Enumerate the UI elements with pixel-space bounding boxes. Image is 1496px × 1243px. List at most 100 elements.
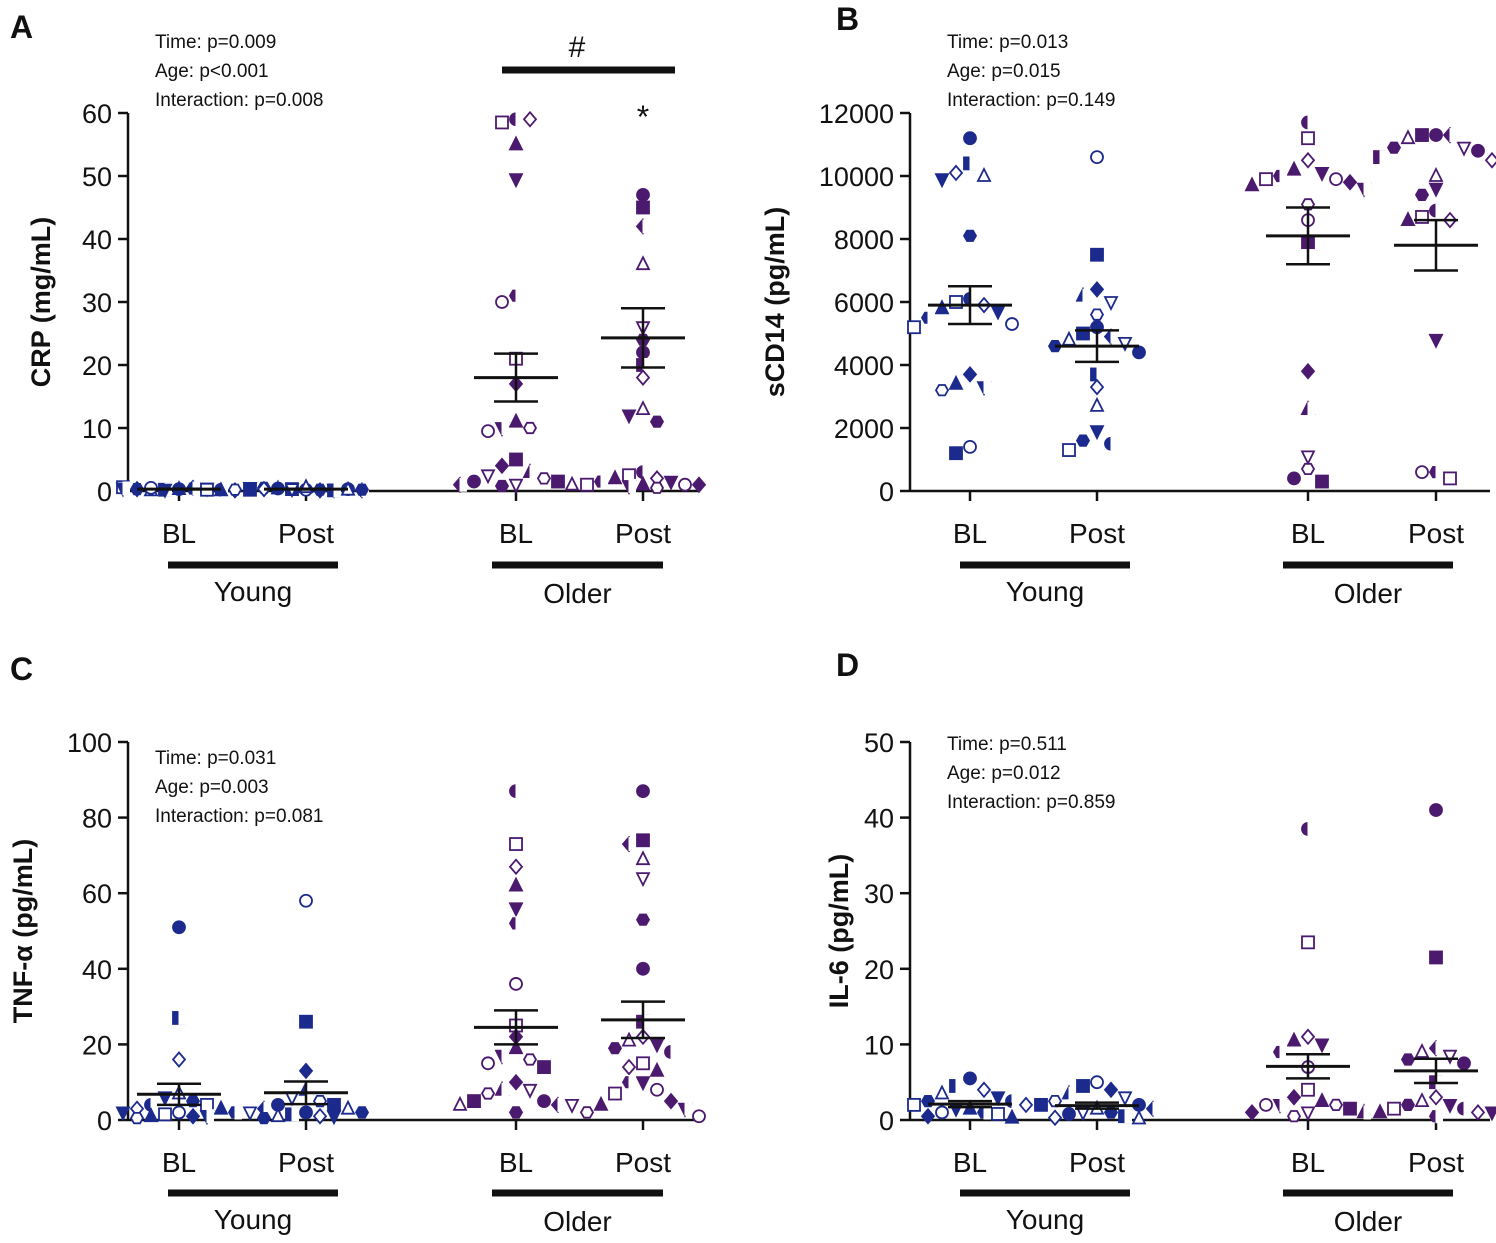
- y-tick-label: 0: [97, 477, 112, 507]
- data-point: [1132, 345, 1146, 360]
- data-point-half-mask: [1435, 1041, 1443, 1056]
- data-point-half-mask: [1307, 402, 1315, 417]
- data-point-half-mask: [628, 478, 636, 493]
- data-point: [1005, 317, 1019, 331]
- group-label-young: Young: [214, 1204, 292, 1235]
- data-point-half-mask: [642, 219, 650, 234]
- data-point: [1429, 803, 1443, 817]
- data-point: [691, 476, 707, 494]
- y-tick-label: 20: [864, 955, 894, 985]
- y-tick-label: 20: [82, 1030, 112, 1060]
- panel-a: A 0 10 20 30 40 50 60 CRP (mg/mL) Time: p=0.009 Ag…: [10, 9, 707, 609]
- data-point: [1301, 131, 1315, 146]
- data-point: [1075, 1106, 1091, 1122]
- y-axis-label: TNF-α (pg/mL): [8, 839, 38, 1024]
- data-point: [934, 299, 950, 315]
- series-older-bl: [1244, 115, 1372, 489]
- data-point: [522, 421, 538, 435]
- data-point: [1062, 443, 1076, 457]
- data-point-half-mask: [1279, 1044, 1287, 1059]
- data-point: [608, 1086, 622, 1101]
- data-point: [949, 446, 963, 461]
- data-point: [185, 1107, 201, 1125]
- data-point: [508, 876, 524, 892]
- series-older-post: [579, 784, 706, 1124]
- data-point-half-mask: [1435, 203, 1443, 218]
- data-point-half-mask: [291, 1107, 299, 1122]
- data-point: [1061, 330, 1077, 346]
- data-point: [1372, 1103, 1388, 1119]
- data-point: [1259, 172, 1273, 187]
- data-point: [270, 1107, 286, 1123]
- data-point: [1117, 336, 1133, 352]
- stats-line: Interaction: p=0.149: [947, 90, 1116, 111]
- data-point: [508, 1106, 524, 1119]
- data-point-half-mask: [206, 1109, 214, 1124]
- data-point: [298, 1062, 314, 1080]
- data-point: [636, 1056, 650, 1071]
- data-point: [1244, 176, 1260, 192]
- x-tick-label: Post: [278, 518, 334, 549]
- data-point: [1315, 474, 1329, 489]
- data-point: [1457, 1056, 1471, 1071]
- data-point: [990, 305, 1006, 321]
- data-point: [1300, 1106, 1316, 1122]
- data-point: [536, 472, 552, 485]
- data-point: [1075, 434, 1091, 447]
- data-point: [1342, 173, 1358, 191]
- data-point: [1034, 1097, 1048, 1112]
- data-point: [1442, 1099, 1458, 1114]
- data-point: [621, 1058, 637, 1076]
- y-tick-label: 0: [879, 1106, 894, 1136]
- data-point-half-mask: [1379, 150, 1387, 165]
- data-point-half-mask: [1279, 1097, 1287, 1112]
- data-point-half-mask: [515, 112, 523, 127]
- data-point: [635, 475, 651, 491]
- x-tick-label: Post: [615, 1147, 671, 1178]
- data-point: [564, 1099, 580, 1114]
- data-point: [649, 1038, 665, 1054]
- data-point-half-mask: [1124, 1109, 1132, 1124]
- data-point-half-mask: [263, 1101, 271, 1116]
- data-point: [920, 1107, 936, 1125]
- panel-letter: A: [10, 9, 33, 45]
- y-tick-label: 4000: [834, 351, 894, 381]
- y-axis-label: CRP (mg/mL): [26, 217, 56, 388]
- data-point: [508, 858, 524, 876]
- stats-line: Time: p=0.031: [155, 748, 276, 769]
- data-point: [158, 1107, 172, 1122]
- data-point: [1131, 1109, 1147, 1125]
- data-point: [621, 1031, 637, 1047]
- data-point-half-mask: [515, 784, 523, 799]
- y-tick-label: 60: [82, 879, 112, 909]
- data-point: [1400, 129, 1416, 145]
- data-point: [172, 1105, 186, 1120]
- data-point-half-mask: [628, 1075, 636, 1090]
- data-point: [1300, 1028, 1316, 1046]
- x-tick-label: Post: [615, 518, 671, 549]
- series-older-bl: [452, 110, 580, 494]
- data-point: [1103, 296, 1119, 312]
- data-point: [635, 369, 651, 386]
- data-point: [537, 1094, 551, 1108]
- data-point: [1314, 166, 1330, 182]
- data-point: [636, 200, 650, 215]
- data-point: [508, 412, 524, 428]
- data-point: [452, 1095, 468, 1111]
- data-point: [340, 1099, 356, 1115]
- y-tick-label: 40: [82, 225, 112, 255]
- y-tick-label: 8000: [834, 225, 894, 255]
- y-tick-label: 12000: [819, 99, 894, 129]
- data-point: [692, 1109, 706, 1124]
- data-point-half-mask: [459, 477, 467, 492]
- data-point: [509, 837, 523, 851]
- data-point: [1090, 247, 1104, 262]
- data-point-half-mask: [969, 291, 977, 306]
- x-tick-label: BL: [953, 1147, 987, 1178]
- data-point: [354, 1106, 370, 1119]
- data-point: [1314, 1038, 1330, 1054]
- data-point: [963, 1071, 977, 1086]
- x-tick-label: BL: [953, 518, 987, 549]
- data-point-half-mask: [1449, 128, 1457, 143]
